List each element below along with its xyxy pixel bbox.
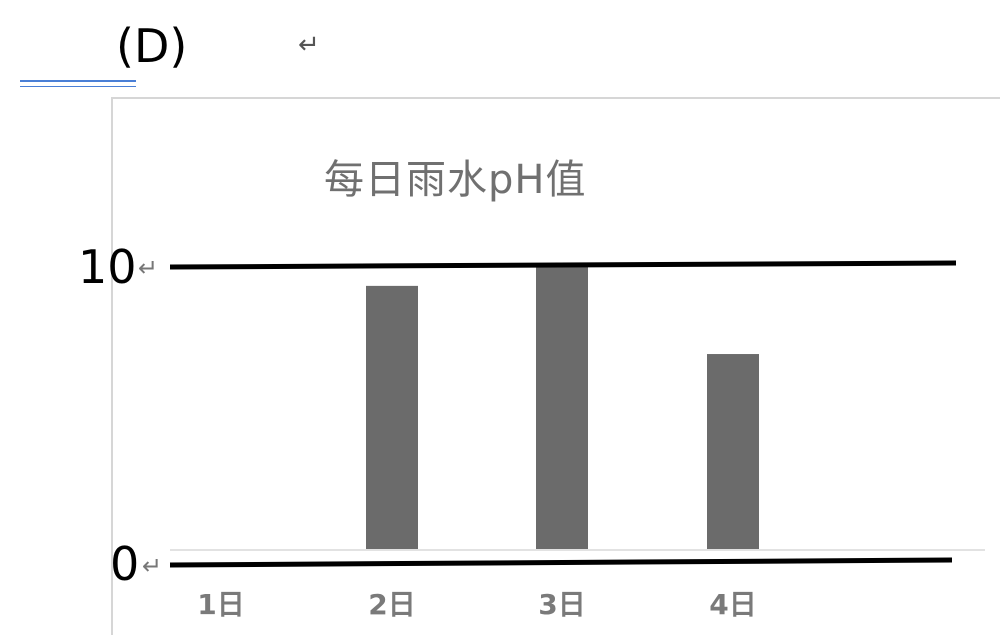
x-tick-label-1: 1日	[197, 588, 244, 621]
y-tick-mark-10: ↵	[138, 254, 158, 282]
y-tick-label-0: 0	[110, 537, 140, 591]
bars-group	[366, 266, 759, 550]
bar-4	[707, 354, 759, 550]
chart-frame	[111, 97, 1000, 635]
y-tick-mark-0: ↵	[142, 552, 162, 580]
paragraph-mark-icon: ↵	[298, 30, 320, 60]
top-reference-line	[169, 260, 957, 270]
x-tick-label-3: 3日	[538, 588, 585, 621]
x-tick-label-2: 2日	[368, 588, 415, 621]
y-tick-label-10: 10	[78, 240, 137, 294]
x-tick-labels: 1日 2日 3日 4日	[197, 588, 756, 621]
answer-blank-underline	[20, 80, 136, 87]
baseline-axis-line	[169, 557, 953, 568]
x-tick-label-4: 4日	[709, 588, 756, 621]
bar-2	[366, 285, 418, 550]
chart-title: 每日雨水pH值	[324, 157, 587, 203]
option-label: (D)	[116, 19, 188, 73]
bar-3	[536, 266, 588, 550]
